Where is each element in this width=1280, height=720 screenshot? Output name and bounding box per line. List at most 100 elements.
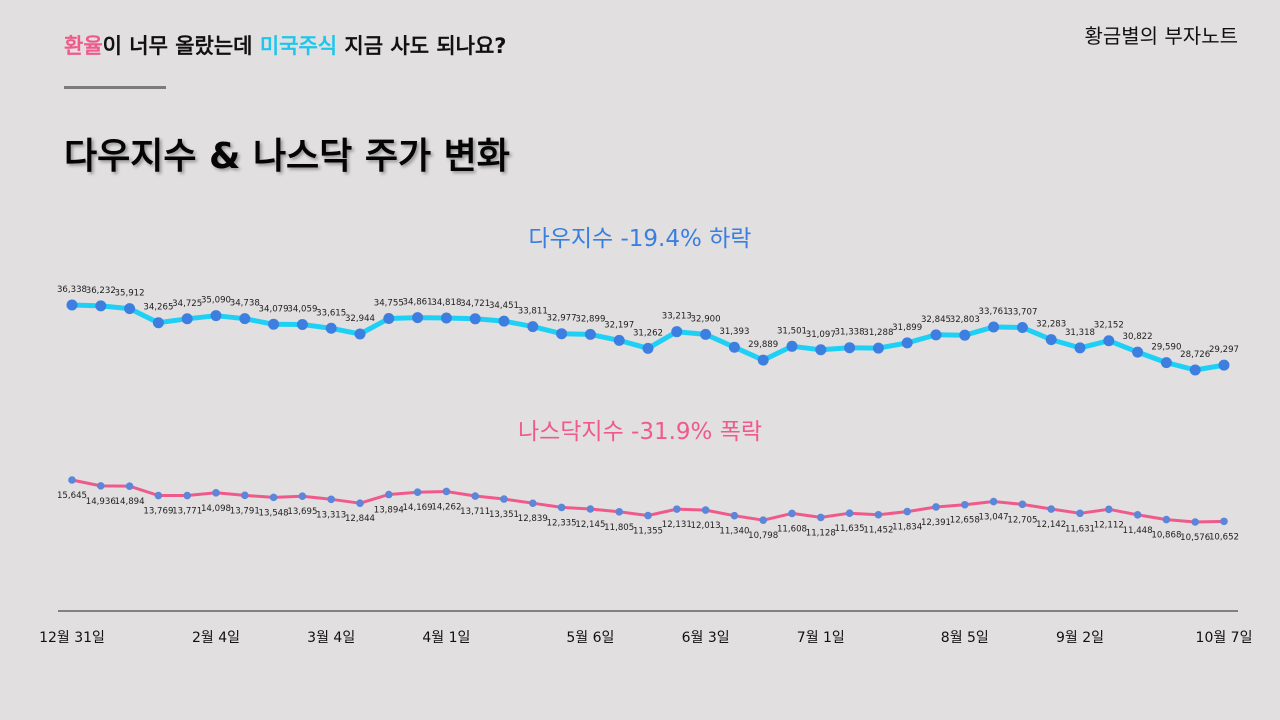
dow-data-point	[757, 354, 769, 366]
nasdaq-data-label: 10,576	[1180, 533, 1210, 543]
x-tick-label: 4월 1일	[422, 630, 470, 646]
dow-data-point	[440, 312, 452, 324]
nasdaq-data-label: 13,047	[979, 513, 1009, 523]
nasdaq-data-point	[759, 516, 767, 524]
dow-data-point	[354, 328, 366, 340]
nasdaq-data-label: 14,894	[115, 497, 145, 507]
dow-data-label: 28,726	[1180, 350, 1210, 360]
dow-series-label: 다우지수 -19.4% 하락	[529, 226, 752, 252]
nasdaq-data-point	[442, 487, 451, 496]
nasdaq-data-label: 14,936	[86, 497, 116, 507]
dow-data-point	[181, 313, 193, 325]
nasdaq-data-point	[125, 482, 134, 491]
nasdaq-data-label: 12,844	[345, 514, 375, 524]
nasdaq-data-point	[1105, 505, 1113, 514]
dow-data-point	[728, 341, 740, 353]
x-tick-label: 5월 6일	[566, 630, 614, 646]
nasdaq-data-point	[1018, 500, 1027, 509]
nasdaq-data-label: 13,695	[287, 507, 317, 517]
dow-data-point	[1074, 342, 1086, 354]
dow-data-point	[383, 313, 395, 325]
dow-data-label: 35,912	[115, 289, 145, 299]
nasdaq-data-label: 10,798	[748, 531, 778, 541]
dow-data-point	[613, 334, 625, 346]
dow-data-label: 33,213	[662, 312, 692, 322]
x-tick-label: 2월 4일	[192, 630, 240, 646]
nasdaq-data-label: 13,769	[143, 507, 173, 517]
nasdaq-data-point	[1191, 518, 1199, 526]
dow-data-label: 34,725	[172, 299, 202, 309]
dow-data-point	[1103, 335, 1115, 347]
dow-data-label: 36,338	[57, 285, 87, 295]
nasdaq-data-label: 11,805	[604, 523, 634, 533]
dow-data-label: 32,803	[950, 315, 980, 325]
dow-data-point	[872, 342, 884, 354]
dow-data-label: 33,811	[518, 307, 548, 317]
nasdaq-data-point	[356, 499, 364, 508]
title-divider	[64, 86, 166, 89]
x-tick-label: 9월 2일	[1056, 630, 1104, 646]
nasdaq-data-label: 13,791	[230, 506, 260, 516]
dow-data-point	[1189, 364, 1201, 376]
dow-data-point	[671, 326, 683, 338]
x-tick-label: 12월 31일	[39, 630, 105, 646]
dow-data-label: 31,393	[719, 327, 749, 337]
dow-data-point	[239, 313, 251, 325]
headline-us-stocks: 미국주식	[259, 34, 338, 58]
nasdaq-data-point	[1162, 515, 1171, 524]
nasdaq-data-label: 11,834	[892, 523, 922, 533]
nasdaq-data-point	[269, 493, 278, 502]
nasdaq-data-point	[413, 488, 422, 497]
brand-name: 황금별의 부자노트	[1084, 24, 1238, 48]
dow-data-label: 34,265	[143, 303, 173, 313]
dow-data-label: 33,615	[316, 308, 346, 318]
dow-data-label: 31,318	[1065, 328, 1095, 338]
dow-data-label: 31,338	[835, 328, 865, 338]
dow-data-point	[584, 328, 596, 340]
nasdaq-data-label: 15,645	[57, 491, 87, 501]
dow-data-point	[296, 318, 308, 330]
dow-data-point	[1160, 357, 1172, 369]
headline: 환율이 너무 올랐는데 미국주식 지금 사도 되나요?	[64, 30, 506, 60]
nasdaq-data-label: 11,340	[719, 527, 749, 537]
nasdaq-data-point	[557, 503, 566, 512]
dow-data-label: 31,501	[777, 326, 807, 336]
dow-data-point	[1218, 359, 1230, 371]
dow-data-point	[412, 312, 424, 324]
nasdaq-data-label: 12,658	[950, 516, 980, 526]
nasdaq-data-label: 12,013	[691, 521, 721, 531]
nasdaq-data-point	[903, 507, 911, 516]
dow-data-point	[124, 303, 136, 315]
nasdaq-data-label: 11,128	[806, 528, 836, 538]
dow-data-label: 33,707	[1007, 307, 1037, 317]
nasdaq-data-label: 12,705	[1007, 515, 1037, 525]
nasdaq-data-label: 12,112	[1094, 520, 1124, 530]
nasdaq-data-point	[874, 510, 883, 519]
page-title: 다우지수 & 나스닥 주가 변화	[64, 136, 510, 177]
dow-data-point	[786, 340, 798, 352]
x-tick-label: 10월 7일	[1196, 630, 1253, 646]
nasdaq-data-point	[845, 509, 854, 518]
dow-data-label: 34,738	[230, 299, 260, 309]
nasdaq-data-point	[1076, 509, 1084, 518]
dow-data-label: 30,822	[1123, 332, 1153, 342]
nasdaq-data-label: 12,131	[662, 520, 692, 530]
nasdaq-data-point	[212, 489, 220, 497]
dow-data-point	[268, 318, 280, 330]
dow-data-label: 34,721	[460, 299, 490, 309]
dow-data-point	[1132, 346, 1144, 358]
dow-data-point	[527, 321, 539, 333]
x-tick-label: 7월 1일	[797, 630, 845, 646]
nasdaq-data-point	[529, 499, 537, 508]
nasdaq-data-label: 12,839	[518, 514, 548, 524]
nasdaq-data-point	[327, 495, 336, 504]
nasdaq-data-point	[701, 506, 710, 514]
dow-data-point	[325, 322, 337, 334]
nasdaq-data-point	[961, 500, 969, 509]
nasdaq-data-label: 11,635	[835, 524, 865, 534]
dow-data-label: 31,262	[633, 328, 663, 338]
nasdaq-data-point	[1047, 505, 1055, 513]
dow-data-label: 32,944	[345, 314, 375, 324]
dow-data-point	[959, 329, 971, 341]
nasdaq-data-label: 14,169	[403, 503, 433, 513]
